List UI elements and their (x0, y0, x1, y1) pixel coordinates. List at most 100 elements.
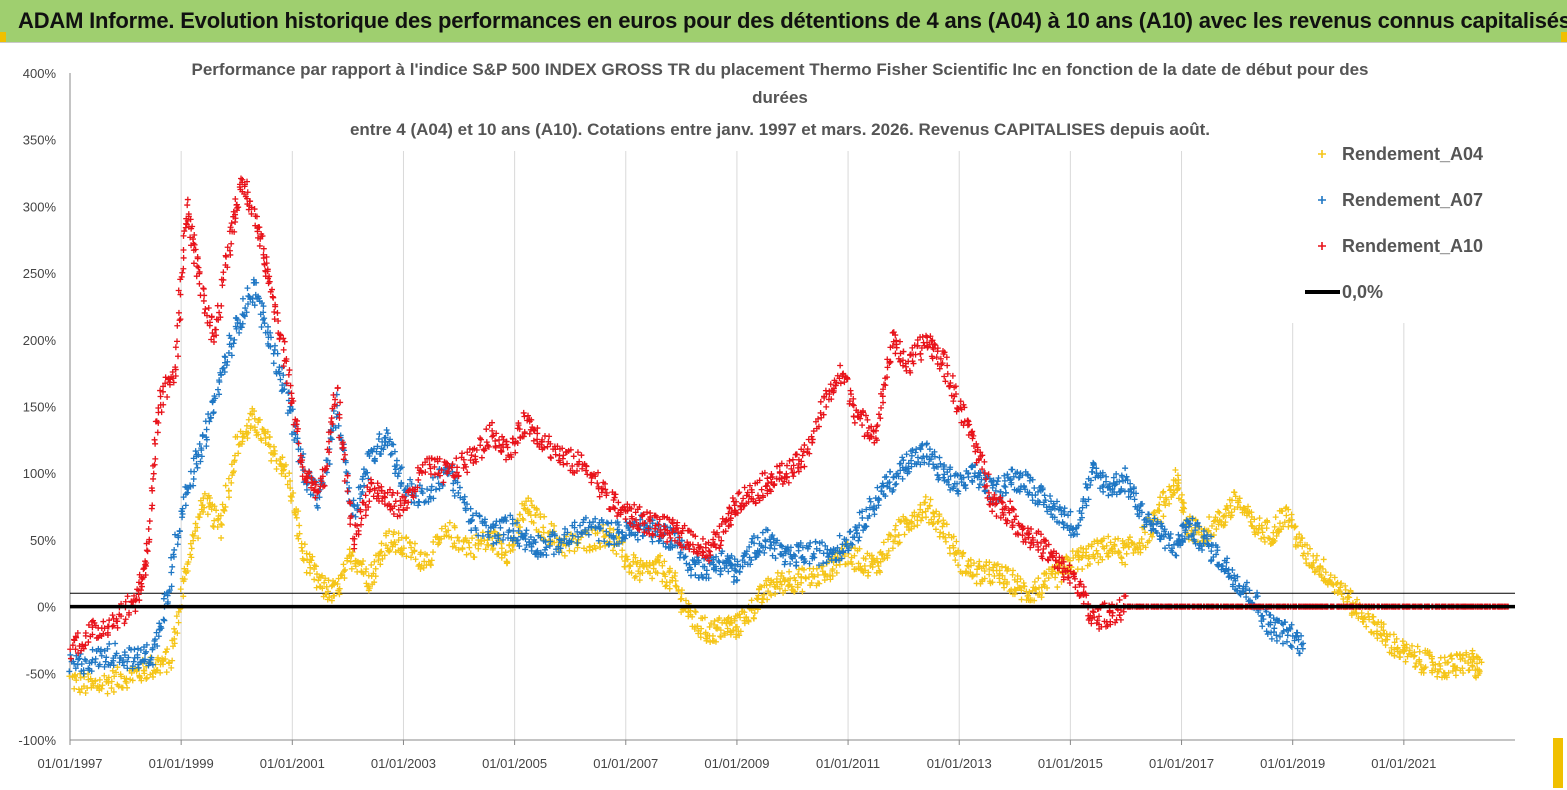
data-point (673, 583, 680, 590)
data-point (534, 506, 541, 513)
data-point (323, 591, 330, 598)
data-point (162, 656, 169, 663)
data-point (268, 457, 275, 464)
data-point (712, 638, 719, 645)
data-point (794, 584, 801, 591)
data-point (729, 627, 736, 634)
data-point (287, 477, 294, 484)
data-point (887, 532, 894, 539)
data-point (200, 508, 207, 515)
data-point (994, 561, 1001, 568)
data-point (325, 588, 332, 595)
data-point (1006, 588, 1013, 595)
data-point (118, 673, 125, 680)
data-point (787, 575, 794, 582)
data-point (586, 543, 593, 550)
data-point (1011, 591, 1018, 598)
data-point (627, 563, 634, 570)
data-point (814, 571, 821, 578)
data-point (299, 548, 306, 555)
data-point (451, 524, 458, 531)
data-point (745, 617, 752, 624)
data-point (721, 632, 728, 639)
data-point (1115, 535, 1122, 542)
data-point (141, 670, 148, 677)
y-tick-label: 400% (23, 66, 57, 81)
report-title: ADAM Informe. Evolution historique des p… (18, 8, 1567, 33)
data-point (309, 553, 316, 560)
data-point (734, 623, 741, 630)
data-point (929, 521, 936, 528)
data-point (262, 440, 269, 447)
data-point (264, 428, 271, 435)
data-point (430, 538, 437, 545)
data-point (940, 520, 947, 527)
data-point (636, 577, 643, 584)
data-point (530, 519, 537, 526)
data-point (400, 545, 407, 552)
data-point (918, 517, 925, 524)
data-point (885, 547, 892, 554)
x-tick-label: 01/01/2021 (1371, 756, 1436, 771)
data-point (1099, 537, 1106, 544)
data-point (1156, 501, 1163, 508)
data-point (1020, 582, 1027, 589)
data-point (1137, 549, 1144, 556)
data-point (932, 526, 939, 533)
data-point (733, 631, 740, 638)
data-point (321, 579, 328, 586)
data-point (326, 594, 333, 601)
data-point (143, 674, 150, 681)
data-point (270, 443, 277, 450)
data-point (661, 558, 668, 565)
data-point (914, 522, 921, 529)
data-point (124, 684, 131, 691)
data-point (523, 498, 530, 505)
data-point (909, 512, 916, 519)
data-point (323, 583, 330, 590)
data-point (930, 520, 937, 527)
data-point (717, 633, 724, 640)
data-point (1014, 578, 1021, 585)
data-point (315, 577, 322, 584)
data-point (1105, 533, 1112, 540)
data-point (678, 590, 685, 597)
data-point (502, 549, 509, 556)
data-point (261, 430, 268, 437)
data-point (955, 562, 962, 569)
data-point (190, 532, 197, 539)
data-point (225, 475, 232, 482)
data-point (517, 511, 524, 518)
data-point (672, 569, 679, 576)
data-point (737, 628, 744, 635)
data-point (765, 588, 772, 595)
data-point (1162, 494, 1169, 501)
data-point (764, 596, 771, 603)
data-point (1054, 584, 1061, 591)
data-point (209, 522, 216, 529)
data-point (99, 682, 106, 689)
data-point (427, 561, 434, 568)
data-point (766, 581, 773, 588)
x-tick-label: 01/01/2005 (482, 756, 547, 771)
data-point (383, 532, 390, 539)
data-point (162, 649, 169, 656)
data-point (662, 583, 669, 590)
data-point (138, 677, 145, 684)
data-point (770, 578, 777, 585)
data-point (331, 592, 338, 599)
data-point (445, 527, 452, 534)
data-point (92, 677, 99, 684)
data-point (1141, 529, 1148, 536)
data-point (873, 555, 880, 562)
data-point (349, 549, 356, 556)
data-point (878, 551, 885, 558)
data-point (967, 556, 974, 563)
data-point (892, 522, 899, 529)
data-point (631, 574, 638, 581)
data-point (371, 579, 378, 586)
data-point (811, 573, 818, 580)
data-point (222, 482, 229, 489)
data-point (1111, 542, 1118, 549)
data-point (1140, 524, 1147, 531)
